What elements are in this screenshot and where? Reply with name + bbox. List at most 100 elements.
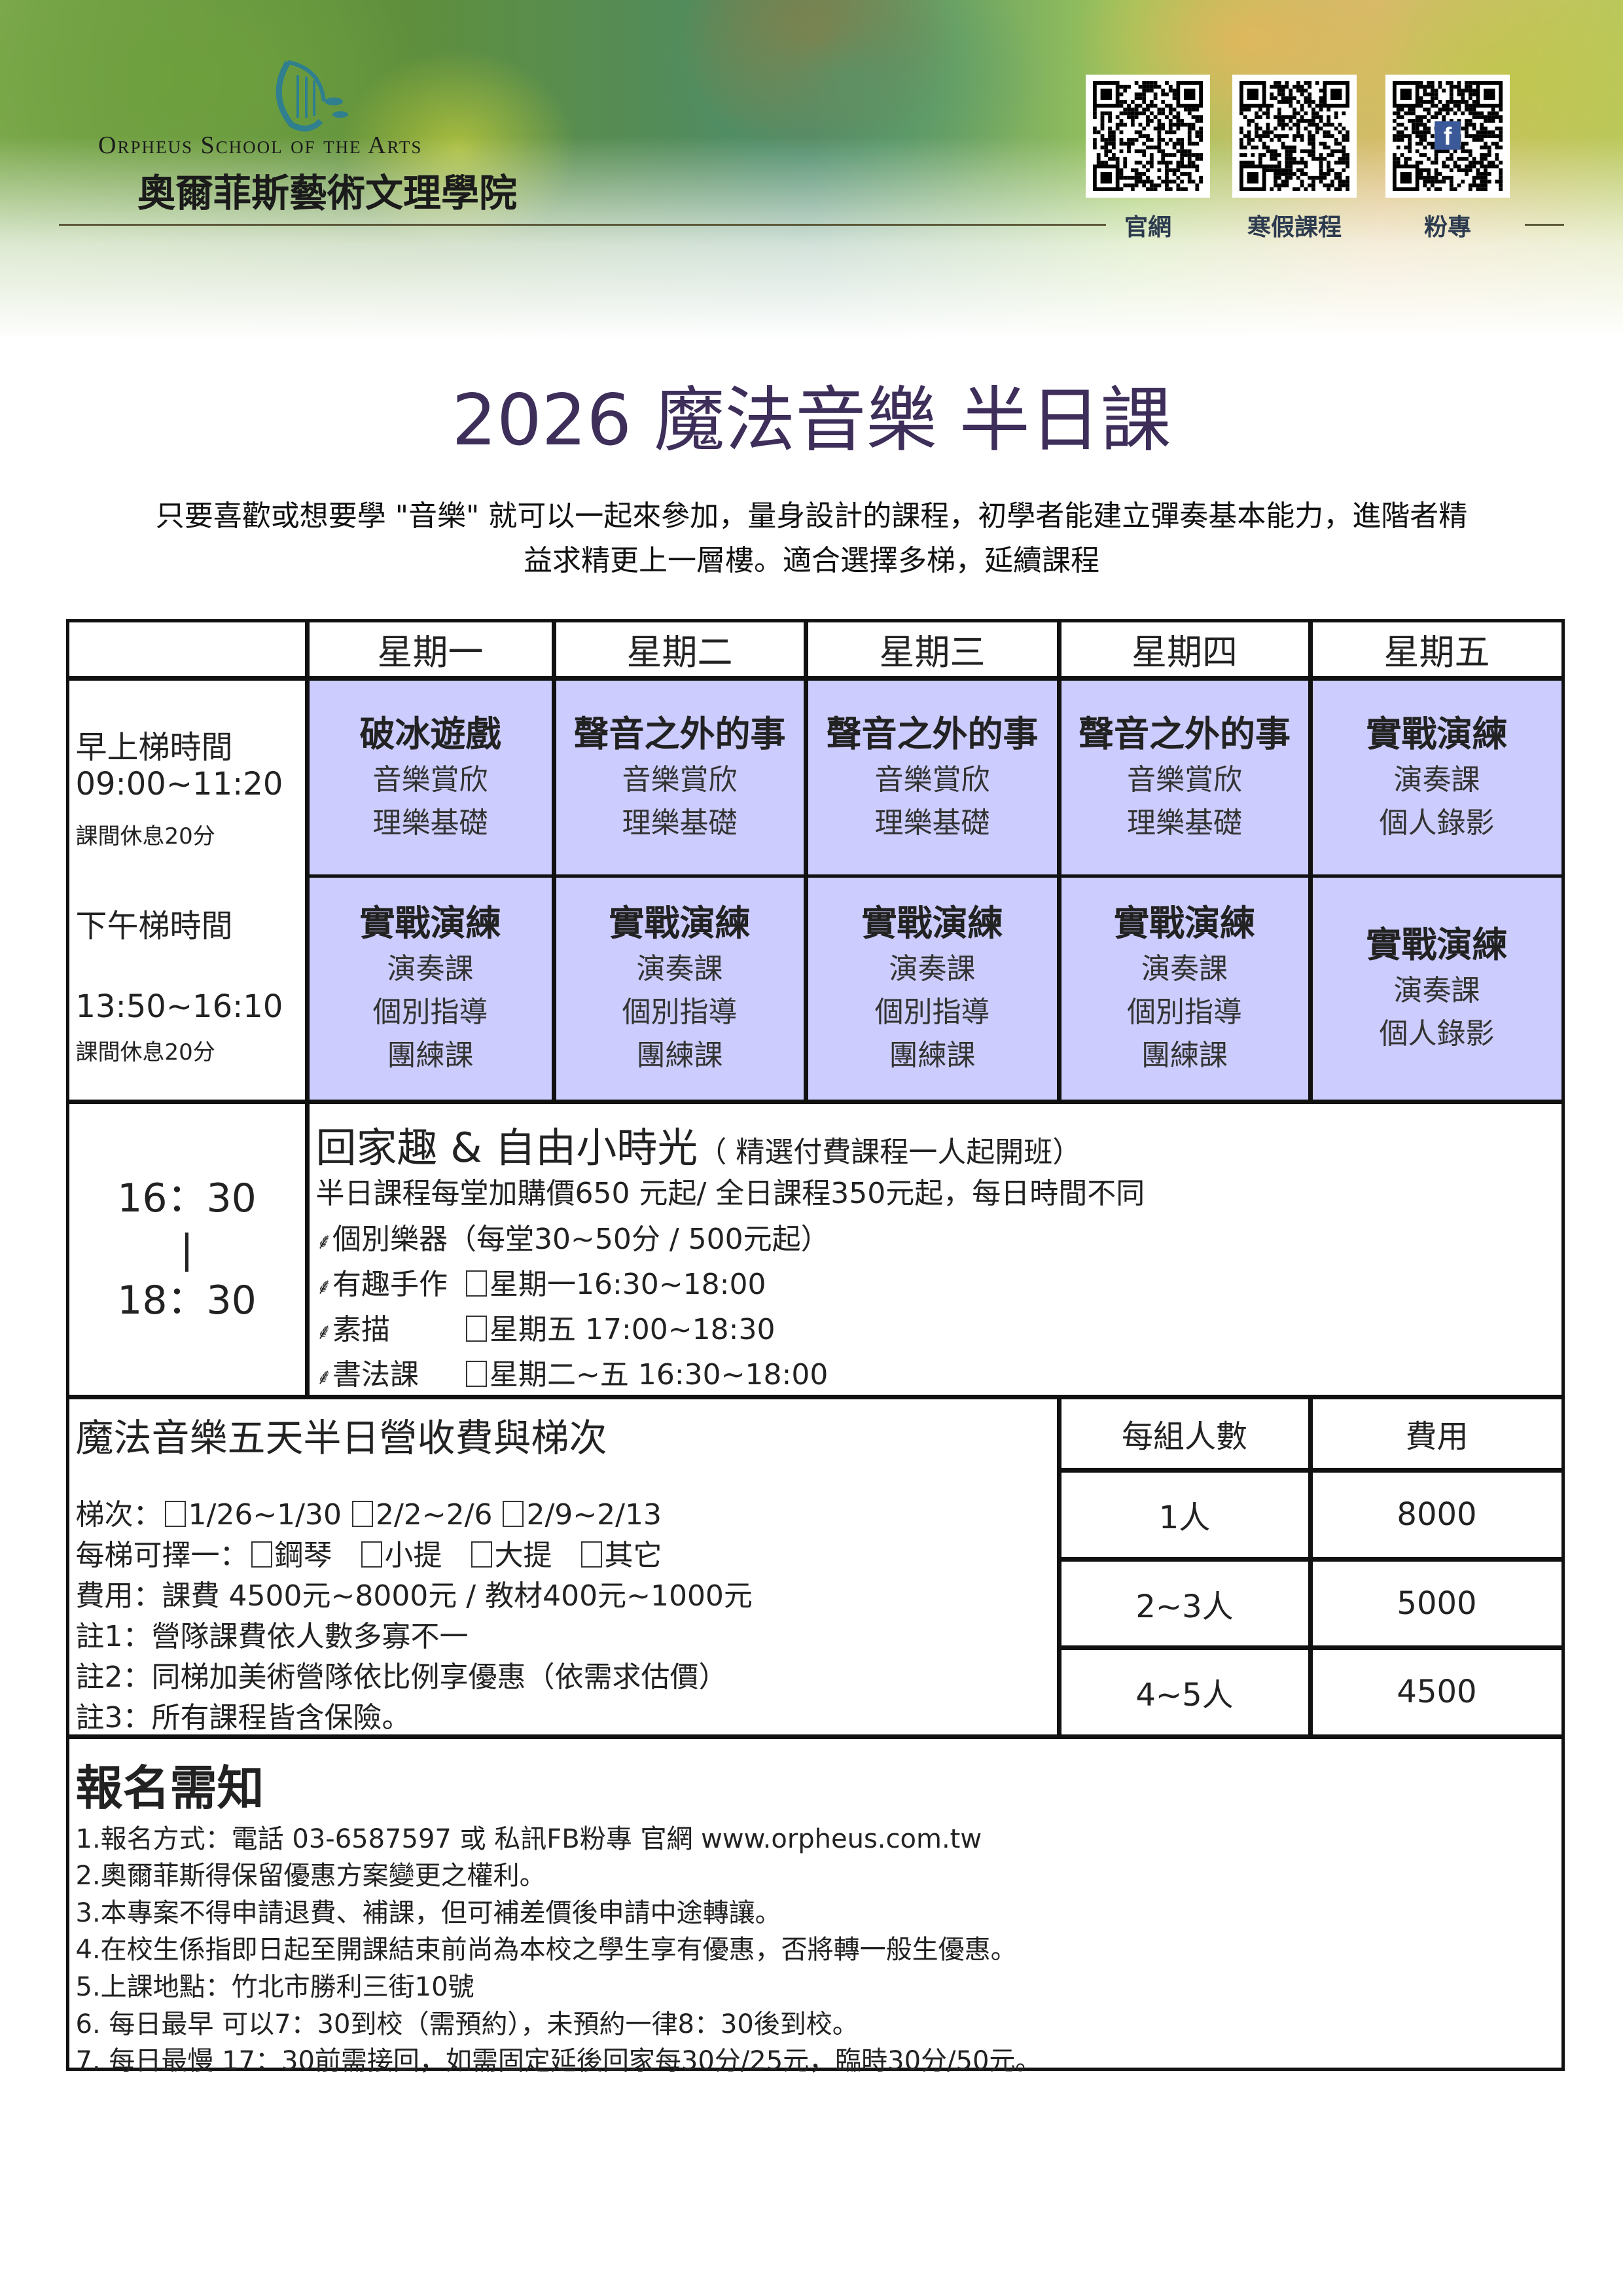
qr-code-facebook-icon: f xyxy=(1393,81,1503,191)
afternoon-label: 下午梯時間 xyxy=(75,907,233,944)
instrument-checkbox[interactable] xyxy=(471,1541,492,1568)
fee-note-1: 註1：營隊課費依人數多寡不一 xyxy=(75,1619,469,1653)
evening-title-text: 回家趣 & 自由小時光 xyxy=(315,1123,698,1172)
course-detail: 演奏課 xyxy=(889,952,976,986)
instruments-line: 每梯可擇一： 鋼琴 小提 大提 其它 xyxy=(76,1532,688,1573)
course-detail: 個別指導 xyxy=(1127,996,1242,1029)
morning-course-cell: 破冰遊戲音樂賞欣理樂基礎 xyxy=(306,677,555,878)
option-checkbox[interactable] xyxy=(466,1315,487,1342)
course-detail: 演奏課 xyxy=(1393,974,1480,1007)
fee-table-cell: 8000 xyxy=(1309,1469,1565,1560)
lyre-logo-icon xyxy=(276,60,348,132)
course-title: 實戰演練 xyxy=(861,903,1003,944)
fee-table-cell: 1人 xyxy=(1058,1469,1311,1560)
day-header: 星期三 xyxy=(804,619,1060,679)
morning-course-cell: 聲音之外的事 音樂賞欣 理樂基礎 xyxy=(804,677,1060,878)
course-title: 實戰演練 xyxy=(1366,713,1508,755)
fee-table-cell: 4500 xyxy=(1309,1646,1565,1738)
evening-price-note: 半日課程每堂加購價650 元起/ 全日課程350元起，每日時間不同 xyxy=(315,1176,1145,1210)
morning-time: 09:00~11:20 xyxy=(75,765,283,802)
option-checkbox[interactable] xyxy=(466,1360,487,1387)
fees-title: 魔法音樂五天半日營收費與梯次 xyxy=(75,1415,607,1460)
morning-course-cell: 聲音之外的事 音樂賞欣 理樂基礎 xyxy=(1058,677,1311,878)
course-detail: 演奏課 xyxy=(1141,952,1228,986)
course-detail: 個別指導 xyxy=(372,996,488,1029)
notice-item: 3.本專案不得申請退費、補課，但可補差價後申請中途轉讓。 xyxy=(75,1897,781,1928)
course-title: 破冰遊戲 xyxy=(359,713,501,755)
course-detail: 團練課 xyxy=(1141,1039,1228,1072)
time-label-cell: 早上梯時間 09:00~11:20 課間休息20分 下午梯時間 13:50~16… xyxy=(65,677,308,1103)
instrument-label: 每梯可擇一： xyxy=(75,1538,249,1572)
qr-label-winter-course: 寒假課程 xyxy=(1247,213,1342,241)
fee-table-cell: 4~5人 xyxy=(1058,1646,1311,1738)
header-divider xyxy=(59,224,1106,226)
instrument-checkbox[interactable] xyxy=(361,1541,382,1568)
course-detail: 演奏課 xyxy=(1393,763,1480,797)
session-checkbox[interactable] xyxy=(351,1500,373,1527)
course-detail: 團練課 xyxy=(387,1039,474,1072)
option-checkbox[interactable] xyxy=(466,1270,487,1297)
evening-separator: | xyxy=(180,1226,194,1272)
course-title: 聲音之外的事 xyxy=(826,713,1039,755)
day-header: 星期二 xyxy=(552,619,807,679)
option-detail: 星期二~五 16:30~18:00 xyxy=(490,1357,829,1391)
evening-option: ⸙書法課 星期二~五 16:30~18:00 xyxy=(316,1351,829,1393)
session-checkbox[interactable] xyxy=(503,1500,524,1527)
evening-option: ⸙素描 星期五 17:00~18:30 xyxy=(316,1306,776,1348)
evening-time-cell: 16：30 | 18：30 xyxy=(65,1100,308,1398)
sessions-line: 梯次： 1/26~1/30 2/2~2/6 2/9~2/13 xyxy=(76,1491,669,1533)
sprout-bullet-icon: ⸙ xyxy=(315,1363,333,1390)
instrument-checkbox[interactable] xyxy=(580,1541,602,1568)
session-checkbox[interactable] xyxy=(164,1500,186,1527)
evening-option: ⸙個別樂器（每堂30~50分 / 500元起） xyxy=(316,1215,830,1257)
instrument-option: 鋼琴 xyxy=(274,1538,332,1572)
option-detail: 星期五 17:00~18:30 xyxy=(490,1312,776,1346)
afternoon-course-cell: 實戰演練 演奏課 個別指導 團練課 xyxy=(306,874,555,1103)
course-detail: 音樂賞欣 xyxy=(622,763,738,797)
course-title: 聲音之外的事 xyxy=(573,713,786,755)
evening-title-note: （ 精選付費課程一人起開班） xyxy=(698,1135,1082,1169)
course-detail: 音樂賞欣 xyxy=(874,763,990,797)
instrument-checkbox[interactable] xyxy=(251,1541,272,1568)
evening-option: ⸙有趣手作 星期一16:30~18:00 xyxy=(316,1261,766,1302)
qr-code-facebook[interactable]: f xyxy=(1385,75,1510,198)
qr-code-winter-course[interactable] xyxy=(1232,75,1357,198)
course-title: 實戰演練 xyxy=(1366,924,1508,965)
option-name: 有趣手作 xyxy=(332,1267,448,1301)
fee-table-header: 費用 xyxy=(1309,1395,1565,1471)
sprout-bullet-icon: ⸙ xyxy=(315,1228,333,1255)
notice-item: 6. 每日最早 可以7：30到校（需預約），未預約一律8：30後到校。 xyxy=(75,2009,859,2039)
fee-table-cell: 5000 xyxy=(1309,1558,1565,1649)
course-detail: 個人錄影 xyxy=(1379,1017,1495,1050)
course-title: 聲音之外的事 xyxy=(1079,713,1291,755)
session-option: 1/26~1/30 xyxy=(188,1498,342,1532)
qr-code-icon xyxy=(1093,81,1203,191)
fees-section: 魔法音樂五天半日營收費與梯次 梯次： 1/26~1/30 2/2~2/6 2/9~2/… xyxy=(65,1395,1060,1738)
course-title: 實戰演練 xyxy=(609,903,751,944)
evening-content-cell: 回家趣 & 自由小時光（ 精選付費課程一人起開班） 半日課程每堂加購價650 元… xyxy=(306,1100,1565,1398)
fee-table-header: 每組人數 xyxy=(1058,1395,1311,1471)
instrument-option: 其它 xyxy=(604,1538,662,1572)
option-name: 書法課 xyxy=(332,1357,419,1391)
course-detail: 理樂基礎 xyxy=(372,806,488,840)
instrument-option: 大提 xyxy=(494,1538,552,1572)
course-title: 實戰演練 xyxy=(1114,903,1255,944)
header-divider-right xyxy=(1525,224,1564,226)
course-detail: 理樂基礎 xyxy=(1127,806,1242,840)
table-corner xyxy=(65,619,308,679)
notice-item: 2.奧爾菲斯得保留優惠方案變更之權利。 xyxy=(75,1861,546,1892)
qr-code-website[interactable] xyxy=(1086,75,1210,198)
evening-start: 16：30 xyxy=(117,1175,257,1221)
notice-item: 7. 每日最慢 17：30前需接回，如需固定延後回家每30分/25元，臨時30分… xyxy=(75,2046,1042,2077)
school-name-zh: 奧爾菲斯藝術文理學院 xyxy=(137,171,518,215)
course-detail: 音樂賞欣 xyxy=(372,763,488,797)
morning-course-cell: 聲音之外的事 音樂賞欣 理樂基礎 xyxy=(552,677,807,878)
morning-label: 早上梯時間 xyxy=(75,728,233,766)
instrument-option: 小提 xyxy=(384,1538,442,1572)
qr-label-website: 官網 xyxy=(1124,213,1171,241)
qr-code-icon xyxy=(1240,81,1349,191)
notice-section: 報名需知 1.報名方式：電話 03-6587597 或 私訊FB粉專 官網 ww… xyxy=(65,1735,1565,2076)
evening-end: 18：30 xyxy=(117,1277,257,1323)
sprout-bullet-icon: ⸙ xyxy=(315,1273,333,1300)
afternoon-time: 13:50~16:10 xyxy=(75,988,283,1025)
